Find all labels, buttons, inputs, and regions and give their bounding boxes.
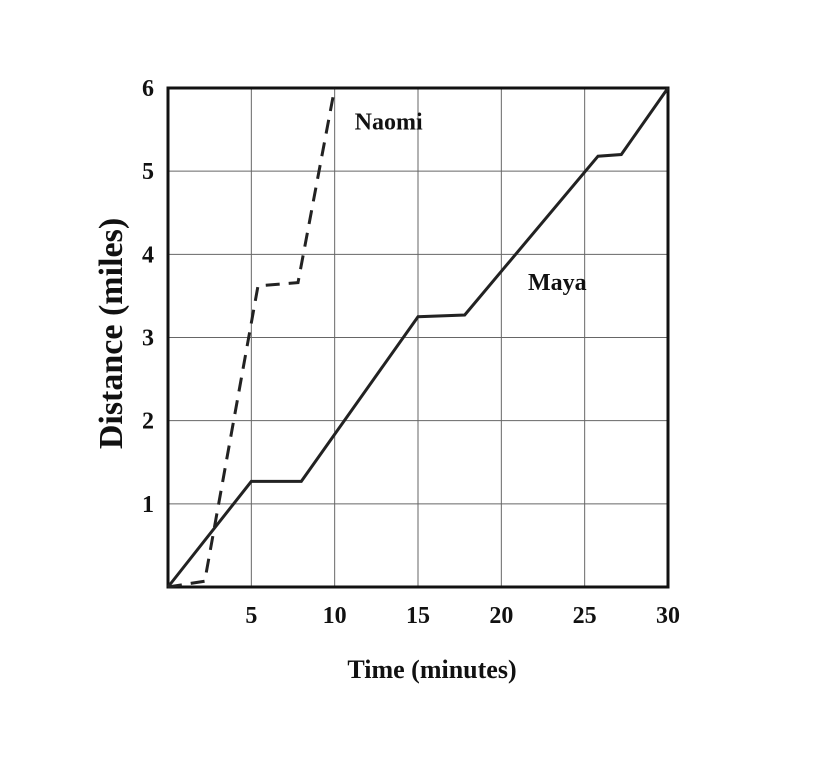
x-tick-label: 25: [573, 603, 597, 629]
x-axis-title: Time (minutes): [347, 655, 516, 684]
series-label-maya: Maya: [528, 270, 587, 296]
series-line-naomi: [167, 87, 337, 589]
y-tick-label: 1: [142, 492, 154, 518]
x-tick-label: 10: [323, 603, 347, 629]
x-tick-label: 5: [245, 603, 257, 629]
x-tick-labels: 5 10 15 20 25 30: [245, 603, 680, 629]
series-layer: [166, 87, 670, 589]
series-line-maya: [166, 87, 670, 588]
y-tick-label: 2: [142, 409, 154, 435]
y-tick-labels: 1 2 3 4 5 6: [142, 76, 154, 518]
series-annotations: Naomi Maya: [355, 110, 587, 297]
y-tick-label: 6: [142, 76, 154, 102]
series-label-naomi: Naomi: [355, 110, 423, 136]
y-tick-label: 4: [142, 242, 154, 268]
x-tick-label: 20: [489, 603, 513, 629]
y-axis-title: Distance (miles): [93, 218, 130, 449]
plot-frame: [166, 86, 670, 589]
x-tick-label: 15: [406, 603, 430, 629]
y-tick-label: 5: [142, 159, 154, 185]
x-tick-label: 30: [656, 603, 680, 629]
y-tick-label: 3: [142, 326, 154, 352]
